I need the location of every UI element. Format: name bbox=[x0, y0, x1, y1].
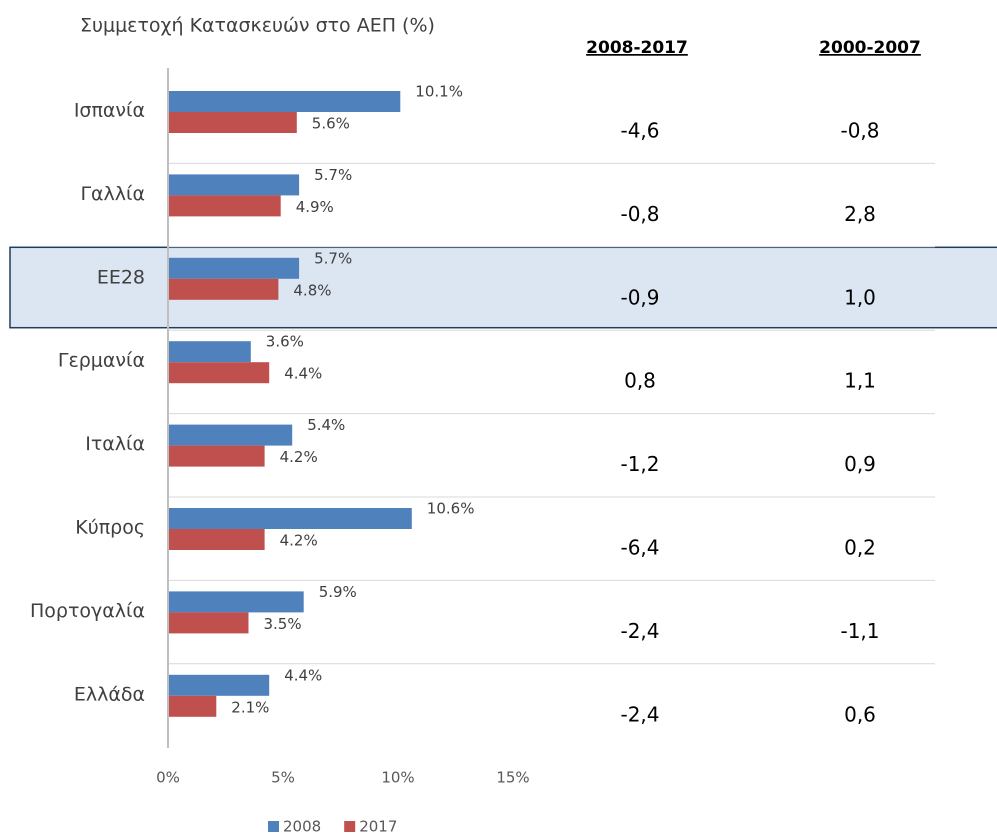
bar bbox=[168, 612, 249, 634]
category-label: Γαλλία bbox=[80, 183, 145, 205]
bar bbox=[168, 529, 265, 550]
category-label: ΕΕ28 bbox=[97, 266, 145, 288]
legend-label: 2017 bbox=[359, 818, 397, 836]
x-tick-label: 10% bbox=[381, 769, 414, 787]
category-label: Ιταλία bbox=[85, 433, 145, 455]
bar bbox=[168, 278, 279, 300]
column-header: 2000-2007 bbox=[819, 38, 921, 58]
legend-swatch bbox=[344, 821, 356, 832]
x-tick-label: 5% bbox=[271, 769, 295, 787]
table-cell: 0,8 bbox=[624, 369, 656, 393]
table-cell: 0,6 bbox=[844, 702, 876, 726]
table-cell: 0,2 bbox=[844, 536, 876, 560]
value-label: 2.1% bbox=[231, 698, 269, 716]
table-cell: -1,1 bbox=[840, 619, 879, 643]
value-label: 5.6% bbox=[312, 115, 350, 133]
bar bbox=[168, 341, 251, 363]
bar bbox=[168, 424, 293, 446]
bar bbox=[168, 445, 265, 467]
table-cell: -2,4 bbox=[620, 619, 659, 643]
value-label: 4.2% bbox=[280, 448, 318, 466]
value-label: 4.2% bbox=[280, 532, 318, 550]
legend-label: 2008 bbox=[283, 818, 321, 836]
bar bbox=[168, 695, 217, 717]
bar bbox=[168, 195, 281, 217]
bar bbox=[168, 591, 304, 613]
value-label: 5.9% bbox=[319, 583, 357, 601]
table-cell: 1,1 bbox=[844, 369, 876, 393]
x-tick-label: 0% bbox=[156, 769, 180, 787]
category-label: Γερμανία bbox=[58, 350, 145, 372]
table-cell: -1,2 bbox=[620, 452, 659, 476]
bar bbox=[168, 508, 412, 529]
value-label: 10.6% bbox=[427, 500, 475, 518]
x-tick-label: 15% bbox=[496, 769, 529, 787]
table-cell: -0,8 bbox=[620, 202, 659, 226]
column-header: 2008-2017 bbox=[586, 38, 688, 58]
value-label: 5.4% bbox=[307, 416, 345, 434]
value-label: 4.4% bbox=[284, 666, 322, 684]
value-label: 3.5% bbox=[264, 615, 302, 633]
category-label: Ισπανία bbox=[74, 100, 145, 122]
bar bbox=[168, 112, 297, 133]
value-label: 10.1% bbox=[415, 83, 463, 101]
bar bbox=[168, 91, 401, 112]
table-cell: -2,4 bbox=[620, 702, 659, 726]
bar bbox=[168, 174, 300, 196]
bar bbox=[168, 674, 270, 696]
category-label: Ελλάδα bbox=[74, 683, 145, 705]
value-label: 5.7% bbox=[314, 166, 352, 184]
bar bbox=[168, 257, 300, 279]
category-label: Κύπρος bbox=[75, 517, 145, 539]
value-label: 4.8% bbox=[293, 281, 331, 299]
value-label: 4.4% bbox=[284, 365, 322, 383]
value-label: 5.7% bbox=[314, 249, 352, 267]
table-cell: 0,9 bbox=[844, 452, 876, 476]
table-cell: -0,8 bbox=[840, 119, 879, 143]
table-cell: -4,6 bbox=[620, 119, 659, 143]
category-label: Πορτογαλία bbox=[30, 600, 145, 622]
value-label: 3.6% bbox=[266, 333, 304, 351]
table-cell: 2,8 bbox=[844, 202, 876, 226]
legend-swatch bbox=[268, 821, 279, 832]
bar bbox=[168, 362, 270, 384]
table-cell: -6,4 bbox=[620, 536, 659, 560]
table-cell: 1,0 bbox=[844, 285, 876, 309]
value-label: 4.9% bbox=[296, 198, 334, 216]
table-cell: -0,9 bbox=[620, 285, 659, 309]
chart-title: Συμμετοχή Κατασκευών στο ΑΕΠ (%) bbox=[80, 15, 435, 37]
